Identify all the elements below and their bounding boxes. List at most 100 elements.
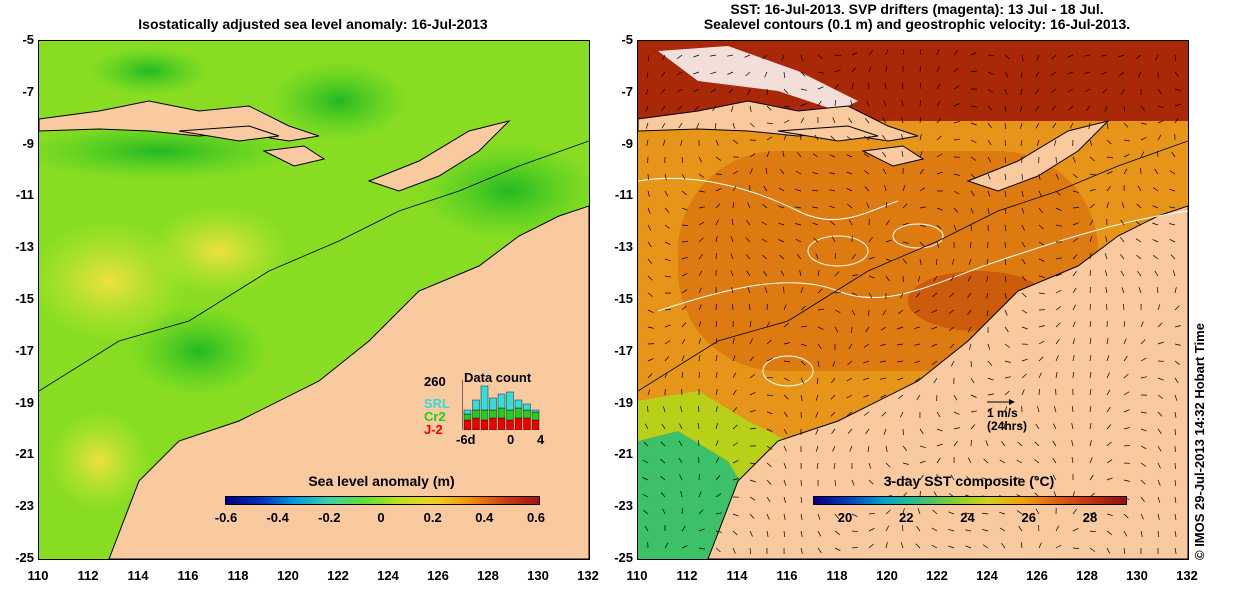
velocity-arrow [765,168,768,175]
velocity-arrow [783,105,790,108]
velocity-arrow [732,170,739,175]
data-count-bar [506,409,514,421]
velocity-arrow [987,360,993,366]
velocity-arrow [817,360,820,367]
velocity-arrow [1021,258,1026,265]
velocity-arrow [1120,237,1125,243]
velocity-arrow [680,139,683,146]
velocity-arrow [715,219,719,226]
velocity-arrow [1072,547,1080,549]
velocity-arrow [1052,423,1057,430]
sea-level-colorbar-title: Sea level anomaly (m) [308,473,455,489]
velocity-arrow [830,135,836,141]
velocity-arrow [1174,479,1177,487]
velocity-arrow [1123,479,1130,482]
velocity-arrow [1106,171,1113,175]
velocity-arrow [1118,54,1125,58]
velocity-arrow [987,423,990,430]
velocity-arrow [817,270,820,277]
velocity-arrow [647,173,649,181]
velocity-arrow [1089,389,1092,396]
velocity-arrow [885,479,892,482]
velocity-arrow [698,321,702,328]
data-count-x-zero: 0 [507,432,515,447]
velocity-arrow [882,151,887,158]
velocity-arrow [783,411,788,418]
sealevel-contour [892,223,944,249]
velocity-arrow [681,256,688,260]
velocity-arrow [1169,170,1176,175]
y-tick-label: -21 [15,446,34,462]
velocity-arrow [715,338,718,345]
velocity-arrow [936,135,942,141]
velocity-arrow [817,547,822,554]
velocity-arrow [919,241,925,247]
velocity-arrow [1140,479,1146,485]
velocity-arrow [897,394,904,399]
velocity-arrow [850,100,853,107]
data-count-bar [463,413,472,421]
velocity-arrow [766,88,769,95]
velocity-arrow [1089,423,1092,430]
velocity-arrow [1104,270,1108,277]
velocity-arrow [970,156,977,161]
velocity-arrow [1140,428,1147,432]
velocity-arrow [812,171,819,175]
velocity-arrow [1021,241,1026,248]
velocity-arrow [936,66,940,73]
velocity-arrow [783,286,785,294]
velocity-arrow [1089,203,1095,209]
velocity-arrow [965,529,972,532]
velocity-arrow [1020,542,1023,549]
velocity-arrow [1174,305,1180,311]
velocity-arrow [1123,355,1128,362]
velocity-arrow [698,237,704,243]
velocity-arrow [1033,459,1040,464]
velocity-arrow [1135,238,1142,243]
velocity-arrow [749,513,755,519]
velocity-arrow [902,185,906,192]
velocity-arrow [749,530,753,537]
velocity-arrow [732,478,739,481]
velocity-arrow [830,394,836,400]
velocity-arrow [1174,513,1177,520]
velocity-arrow [800,287,804,294]
velocity-arrow [882,117,887,124]
velocity-arrow [647,258,653,264]
velocity-arrow [936,428,943,432]
colorbar-tick-label: -0.6 [214,510,238,525]
data-count-bar [531,411,540,421]
x-tick-label: 126 [427,568,449,583]
x-tick-label: 120 [277,568,299,583]
velocity-arrow [766,462,772,468]
velocity-arrow [817,308,824,311]
velocity-arrow [914,377,921,382]
velocity-arrow [919,82,922,90]
velocity-arrow [1140,137,1147,141]
velocity-arrow [953,138,960,141]
velocity-arrow [732,355,736,362]
velocity-arrow [783,342,790,345]
velocity-arrow [1174,377,1179,384]
velocity-arrow [863,377,870,381]
y-tick-label: -7 [22,83,34,99]
velocity-arrow [817,326,824,330]
velocity-arrow [1137,71,1142,78]
velocity-arrow [1174,530,1177,537]
data-count-title: Data count [464,370,532,385]
velocity-arrow [762,203,768,209]
velocity-arrow [1021,275,1027,281]
velocity-arrow [712,105,717,112]
velocity-arrow [817,343,822,350]
anomaly-high-center [149,206,289,296]
x-tick-label: 116 [177,568,199,583]
velocity-arrow [764,71,768,78]
velocity-arrow [953,103,960,107]
velocity-arrow [660,458,666,464]
velocity-arrow [749,374,756,379]
velocity-arrow [698,190,705,193]
velocity-arrow [834,326,839,333]
velocity-scale-period: (24hrs) [987,419,1028,433]
velocity-arrow [1004,292,1007,299]
velocity-arrow [1140,462,1147,467]
